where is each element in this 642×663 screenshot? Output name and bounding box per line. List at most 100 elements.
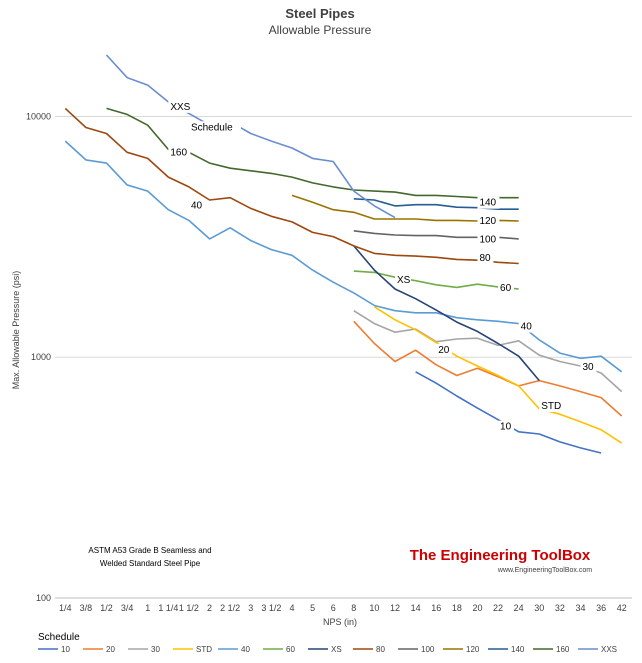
line-label-bg (188, 199, 205, 212)
line-label-100: 100 (479, 234, 496, 245)
series-line-STD (373, 306, 623, 444)
x-tick-label: 12 (390, 603, 400, 613)
legend-item-40: 40 (218, 645, 250, 654)
x-axis: 1/4 3/8 1/2 3/4 1 1 1/4 1 1/2 2 2 1/2 3 3 1/2 4 5 6 8 1… (59, 603, 627, 613)
line-label-80: 80 (479, 253, 491, 264)
chart-subtitle: Allowable Pressure (269, 23, 372, 37)
y-tick-label: 1000 (31, 352, 51, 362)
series-line-20 (353, 320, 623, 417)
series-30 (353, 310, 623, 393)
x-tick-label: 1 1/2 (179, 603, 199, 613)
series-line-XXS (105, 54, 396, 219)
series-line-60 (353, 270, 519, 290)
x-tick-label: 1/4 (59, 603, 72, 613)
series-XS (353, 245, 540, 382)
x-tick-label: 8 (351, 603, 356, 613)
series-XXS (105, 54, 396, 219)
series-STD (373, 306, 623, 444)
line-label-bg (477, 233, 500, 246)
line-label-bg (518, 320, 535, 333)
series-line-160 (106, 107, 519, 199)
line-label-schedule: Schedule (191, 122, 233, 133)
series-80 (64, 107, 519, 265)
brand-name: The Engineering ToolBox (410, 547, 591, 564)
x-tick-label: 3 (248, 603, 253, 613)
x-tick-label: 6 (331, 603, 336, 613)
legend-title: Schedule (38, 632, 80, 643)
legend: 10 20 30 STD 40 60 XS 80 100 120 140 160 XXS (38, 645, 617, 654)
line-label-bg (477, 215, 500, 228)
legend-label: STD (196, 645, 212, 654)
line-label-XXS: XXS (170, 102, 190, 113)
line-label-XS: XS (397, 275, 411, 286)
line-label-bg (580, 360, 597, 373)
x-tick-label: 36 (596, 603, 606, 613)
legend-item-100: 100 (398, 645, 435, 654)
note-line-1: ASTM A53 Grade B Seamless and (88, 546, 211, 555)
legend-label: 20 (106, 645, 115, 654)
x-tick-label: 24 (514, 603, 524, 613)
note-line-2: Welded Standard Steel Pipe (100, 559, 201, 568)
series-line-30 (353, 310, 623, 393)
line-label-30: 30 (582, 362, 594, 373)
x-tick-label: 3/4 (121, 603, 134, 613)
legend-item-120: 120 (443, 645, 480, 654)
x-tick-label: 3/8 (80, 603, 93, 613)
chart-title: Steel Pipes (285, 6, 354, 21)
series-line-80 (64, 107, 519, 265)
line-label-bg (436, 343, 453, 356)
legend-label: 30 (151, 645, 160, 654)
legend-item-60: 60 (263, 645, 295, 654)
line-label-40: 40 (521, 322, 533, 333)
x-tick-label: 18 (452, 603, 462, 613)
legend-item-80: 80 (353, 645, 385, 654)
legend-item-30: 30 (128, 645, 160, 654)
brand-url: www.EngineeringToolBox.com (497, 567, 592, 574)
legend-item-20: 20 (83, 645, 115, 654)
x-axis-label: NPS (in) (323, 617, 357, 627)
note-box: ASTM A53 Grade B Seamless and Welded Sta… (88, 546, 211, 568)
x-tick-label: 3 1/2 (261, 603, 281, 613)
legend-label: 140 (511, 645, 525, 654)
legend-item-10: 10 (38, 645, 70, 654)
x-tick-label: 5 (310, 603, 315, 613)
x-tick-label: 4 (289, 603, 294, 613)
y-axis: 100 1000 10000 (26, 111, 51, 603)
series-line-10 (415, 371, 602, 454)
legend-label: XS (331, 645, 342, 654)
line-label-bg (498, 420, 515, 433)
line-label-140: 140 (479, 198, 496, 209)
line-label-bg (395, 274, 412, 287)
x-tick-label: 32 (555, 603, 565, 613)
line-label-bg (168, 146, 191, 159)
legend-item-XS: XS (308, 645, 342, 654)
line-label-bg (477, 196, 500, 209)
y-axis-label: Max. Allowable Pressure (psi) (11, 271, 21, 390)
series-60 (353, 270, 519, 290)
legend-label: 10 (61, 645, 70, 654)
x-tick-label: 2 1/2 (220, 603, 240, 613)
x-tick-label: 20 (472, 603, 482, 613)
x-tick-label: 1/2 (100, 603, 113, 613)
line-label-bg (539, 399, 562, 412)
x-tick-label: 10 (369, 603, 379, 613)
legend-item-160: 160 (533, 645, 570, 654)
series-line-140 (353, 198, 519, 210)
series-140 (353, 198, 519, 210)
x-tick-label: 16 (431, 603, 441, 613)
legend-label: 160 (556, 645, 570, 654)
series-line-XS (353, 245, 540, 382)
line-label-120: 120 (479, 216, 496, 227)
legend-item-XXS: XXS (578, 645, 617, 654)
line-label-40: 40 (191, 200, 203, 211)
x-tick-label: 30 (534, 603, 544, 613)
legend-label: 40 (241, 645, 250, 654)
line-label-10: 10 (500, 422, 512, 433)
legend-item-STD: STD (173, 645, 212, 654)
y-tick-label: 100 (36, 593, 51, 603)
legend-label: 80 (376, 645, 385, 654)
line-label-bg (498, 281, 515, 294)
line-label-bg (477, 252, 494, 265)
